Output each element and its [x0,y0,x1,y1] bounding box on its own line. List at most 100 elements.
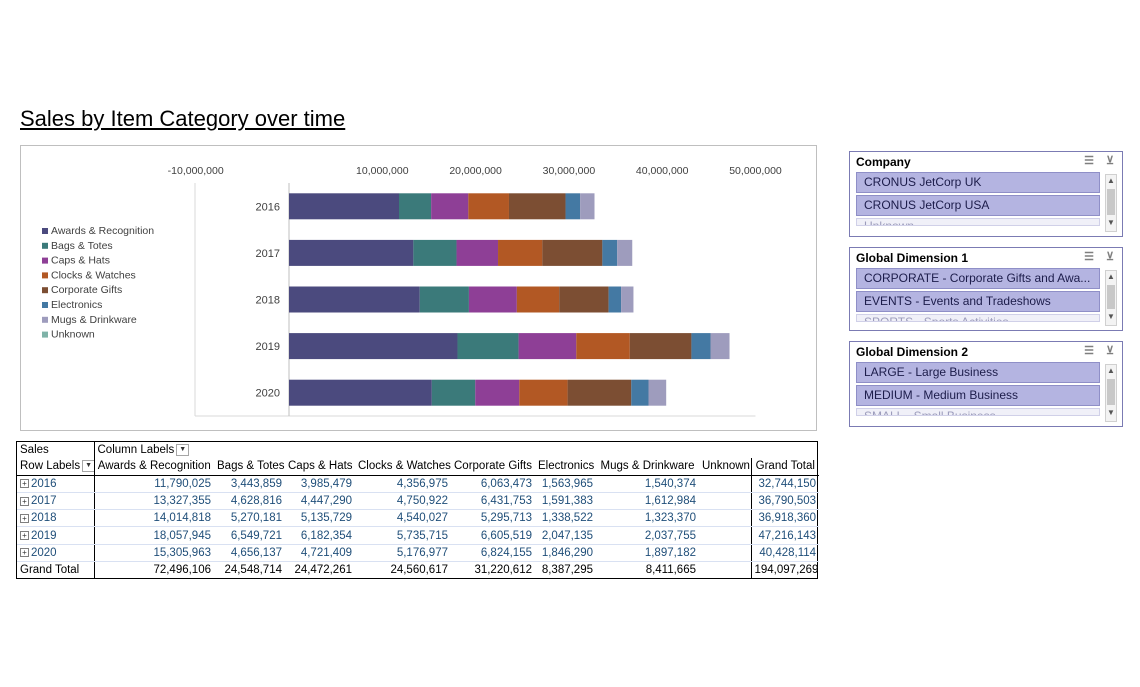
row-label[interactable]: +2018 [17,509,95,528]
expand-icon[interactable]: + [20,531,29,541]
table-cell: 6,824,155 [451,544,535,563]
table-cell: 1,897,182 [596,544,699,563]
slicer-scrollbar[interactable]: ▲ ▼ [1105,364,1117,422]
x-tick-label: 10,000,000 [356,165,409,177]
table-cell: 13,327,355 [94,492,214,511]
table-row[interactable]: +2016 11,790,025 3,443,859 3,985,479 4,356,9… [17,475,820,493]
bar-segment [576,333,630,360]
scroll-up-icon[interactable]: ▲ [1107,272,1115,281]
row-label[interactable]: +2017 [17,492,95,511]
row-labels-header: Row Labels [20,460,81,473]
bar-segment [456,239,499,266]
bar-segment [399,193,432,220]
slicer-panel[interactable]: Global Dimension 2 ☰ ⊻ LARGE - Large Busine… [849,341,1123,427]
bar-segment [289,193,400,220]
table-row[interactable]: +2017 13,327,355 4,628,816 4,447,290 4,750,9… [17,492,820,511]
expand-icon[interactable]: + [20,479,29,489]
bar-segment [567,379,632,406]
table-cell [699,509,751,528]
slicer-item[interactable]: EVENTS - Events and Tradeshows [856,291,1100,312]
scroll-thumb[interactable] [1107,189,1115,215]
sales-chart[interactable]: -10,000,000 10,000,000 20,000,000 30,000,00… [20,145,817,431]
clear-filter-icon[interactable]: ⊻ [1105,345,1114,357]
x-tick-label: 50,000,000 [729,165,782,177]
table-row[interactable]: +2020 15,305,963 4,656,137 4,721,409 5,176,9… [17,544,820,563]
row-label[interactable]: +2016 [17,475,95,493]
x-tick-label: 20,000,000 [449,165,502,177]
row-label[interactable]: +2020 [17,544,95,563]
column-header: Bags & Totes [214,458,285,476]
slicer-item[interactable]: CORPORATE - Corporate Gifts and Awa... [856,268,1100,289]
table-cell: 1,338,522 [535,509,596,528]
scroll-down-icon[interactable]: ▼ [1107,218,1115,227]
column-header: Awards & Recognition [94,458,214,476]
slicer-item[interactable]: SMALL - Small Business [856,408,1100,416]
slicer-scrollbar[interactable]: ▲ ▼ [1105,174,1117,232]
expand-icon[interactable]: + [20,548,29,558]
slicer-item[interactable]: LARGE - Large Business [856,362,1100,383]
column-filter-dropdown-icon[interactable]: ▼ [176,444,190,457]
table-cell: 1,846,290 [535,544,596,563]
clear-filter-icon[interactable]: ⊻ [1105,251,1114,263]
legend-label: Awards & Recognition [51,225,154,237]
multi-select-icon[interactable]: ☰ [1084,251,1094,263]
legend-label: Clocks & Watches [51,269,136,281]
legend-label: Caps & Hats [51,255,110,267]
slicer-panel[interactable]: Company ☰ ⊻ CRONUS JetCorp UK CRONUS JetCorp… [849,151,1123,237]
slicer-item[interactable]: SPORTS - Sports Activities [856,314,1100,322]
column-header: Grand Total [750,458,820,476]
multi-select-icon[interactable]: ☰ [1084,155,1094,167]
y-category-label: 2017 [256,248,280,260]
grand-total-row[interactable]: Grand Total 72,496,106 24,548,714 24,472,26… [17,561,820,579]
grand-total-cell: 24,472,261 [285,561,355,579]
scroll-down-icon[interactable]: ▼ [1107,312,1115,321]
slicer-item[interactable]: MEDIUM - Medium Business [856,385,1100,406]
slicer-scrollbar[interactable]: ▲ ▼ [1105,270,1117,326]
scroll-thumb[interactable] [1107,379,1115,405]
scroll-up-icon[interactable]: ▲ [1107,176,1115,185]
table-cell: 5,135,729 [285,509,355,528]
bar-segment [691,333,711,360]
pivot-table[interactable]: Sales Column Labels ▼ Row Labels ▼ Awards … [16,441,820,580]
bar-segment [457,333,519,360]
bar-segment [289,333,458,360]
multi-select-icon[interactable]: ☰ [1084,345,1094,357]
legend-label: Electronics [51,299,102,311]
x-tick-label: 40,000,000 [636,165,689,177]
legend-swatch [42,257,48,264]
table-cell: 1,563,965 [535,475,596,493]
slicer-item[interactable]: CRONUS JetCorp USA [856,195,1100,216]
bar-segment [413,239,457,266]
table-cell: 11,790,025 [94,475,214,493]
column-header: Clocks & Watches [355,458,451,476]
row-label-text: 2019 [31,529,57,542]
table-cell: 1,540,374 [596,475,699,493]
legend-label: Unknown [51,329,95,341]
expand-icon[interactable]: + [20,496,29,506]
scroll-thumb[interactable] [1107,285,1115,309]
table-cell: 36,918,360 [750,509,820,528]
row-label[interactable]: +2019 [17,526,95,545]
bar-segment [516,286,560,313]
table-row[interactable]: +2018 14,014,818 5,270,181 5,135,729 4,540,0… [17,509,820,528]
bar-segment [519,379,568,406]
slicer-panel[interactable]: Global Dimension 1 ☰ ⊻ CORPORATE - Corporat… [849,247,1123,331]
scroll-up-icon[interactable]: ▲ [1107,366,1115,375]
table-cell: 3,985,479 [285,475,355,493]
grand-total-cell: 24,548,714 [214,561,285,579]
table-cell: 6,431,753 [451,492,535,511]
expand-icon[interactable]: + [20,513,29,523]
table-cell [699,526,751,545]
legend-label: Corporate Gifts [51,284,122,296]
table-row[interactable]: +2019 18,057,945 6,549,721 6,182,354 5,735,7… [17,526,820,545]
table-cell: 5,295,713 [451,509,535,528]
grand-total-cell: 31,220,612 [451,561,535,579]
slicer-item[interactable]: CRONUS JetCorp UK [856,172,1100,193]
table-cell: 1,323,370 [596,509,699,528]
row-filter-dropdown-icon[interactable]: ▼ [82,460,93,473]
clear-filter-icon[interactable]: ⊻ [1105,155,1114,167]
scroll-down-icon[interactable]: ▼ [1107,408,1115,417]
legend-label: Bags & Totes [51,240,113,252]
table-cell: 47,216,143 [750,526,820,545]
slicer-item[interactable]: Unknown [856,218,1100,226]
